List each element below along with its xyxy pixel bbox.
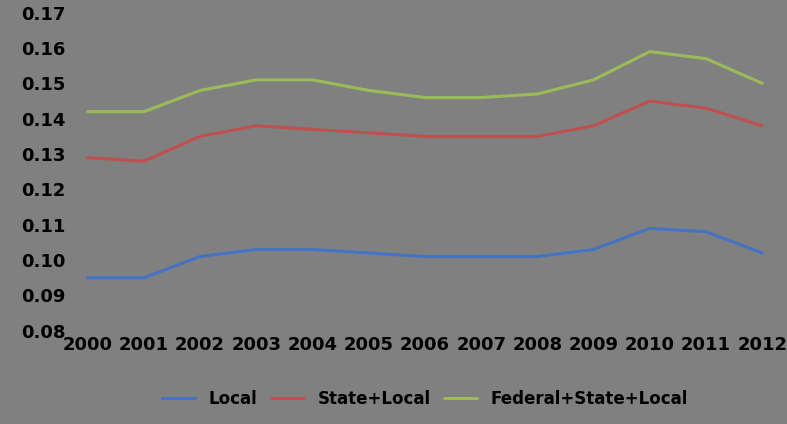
Federal+State+Local xyxy=(701,56,711,61)
Local xyxy=(195,254,205,259)
Federal+State+Local xyxy=(758,81,767,86)
Federal+State+Local xyxy=(195,88,205,93)
State+Local xyxy=(139,159,149,164)
Local xyxy=(252,247,261,252)
Local xyxy=(139,275,149,280)
State+Local xyxy=(476,134,486,139)
Federal+State+Local xyxy=(476,95,486,100)
Local xyxy=(645,226,655,231)
State+Local xyxy=(645,98,655,103)
Federal+State+Local xyxy=(252,77,261,82)
Line: Local: Local xyxy=(87,228,763,278)
Federal+State+Local xyxy=(645,49,655,54)
Local xyxy=(308,247,317,252)
State+Local xyxy=(308,127,317,132)
Federal+State+Local xyxy=(364,88,374,93)
Local xyxy=(83,275,92,280)
Local xyxy=(701,229,711,234)
State+Local xyxy=(589,123,598,128)
Local xyxy=(420,254,430,259)
Federal+State+Local xyxy=(420,95,430,100)
State+Local xyxy=(420,134,430,139)
Federal+State+Local xyxy=(308,77,317,82)
Legend: Local, State+Local, Federal+State+Local: Local, State+Local, Federal+State+Local xyxy=(155,384,695,415)
Line: State+Local: State+Local xyxy=(87,101,763,161)
Federal+State+Local xyxy=(139,109,149,114)
State+Local xyxy=(533,134,542,139)
State+Local xyxy=(701,106,711,111)
Local xyxy=(476,254,486,259)
State+Local xyxy=(252,123,261,128)
Local xyxy=(364,251,374,256)
State+Local xyxy=(364,130,374,135)
State+Local xyxy=(83,155,92,160)
Local xyxy=(589,247,598,252)
State+Local xyxy=(195,134,205,139)
Federal+State+Local xyxy=(533,92,542,97)
Local xyxy=(533,254,542,259)
State+Local xyxy=(758,123,767,128)
Line: Federal+State+Local: Federal+State+Local xyxy=(87,52,763,112)
Federal+State+Local xyxy=(83,109,92,114)
Local xyxy=(758,251,767,256)
Federal+State+Local xyxy=(589,77,598,82)
